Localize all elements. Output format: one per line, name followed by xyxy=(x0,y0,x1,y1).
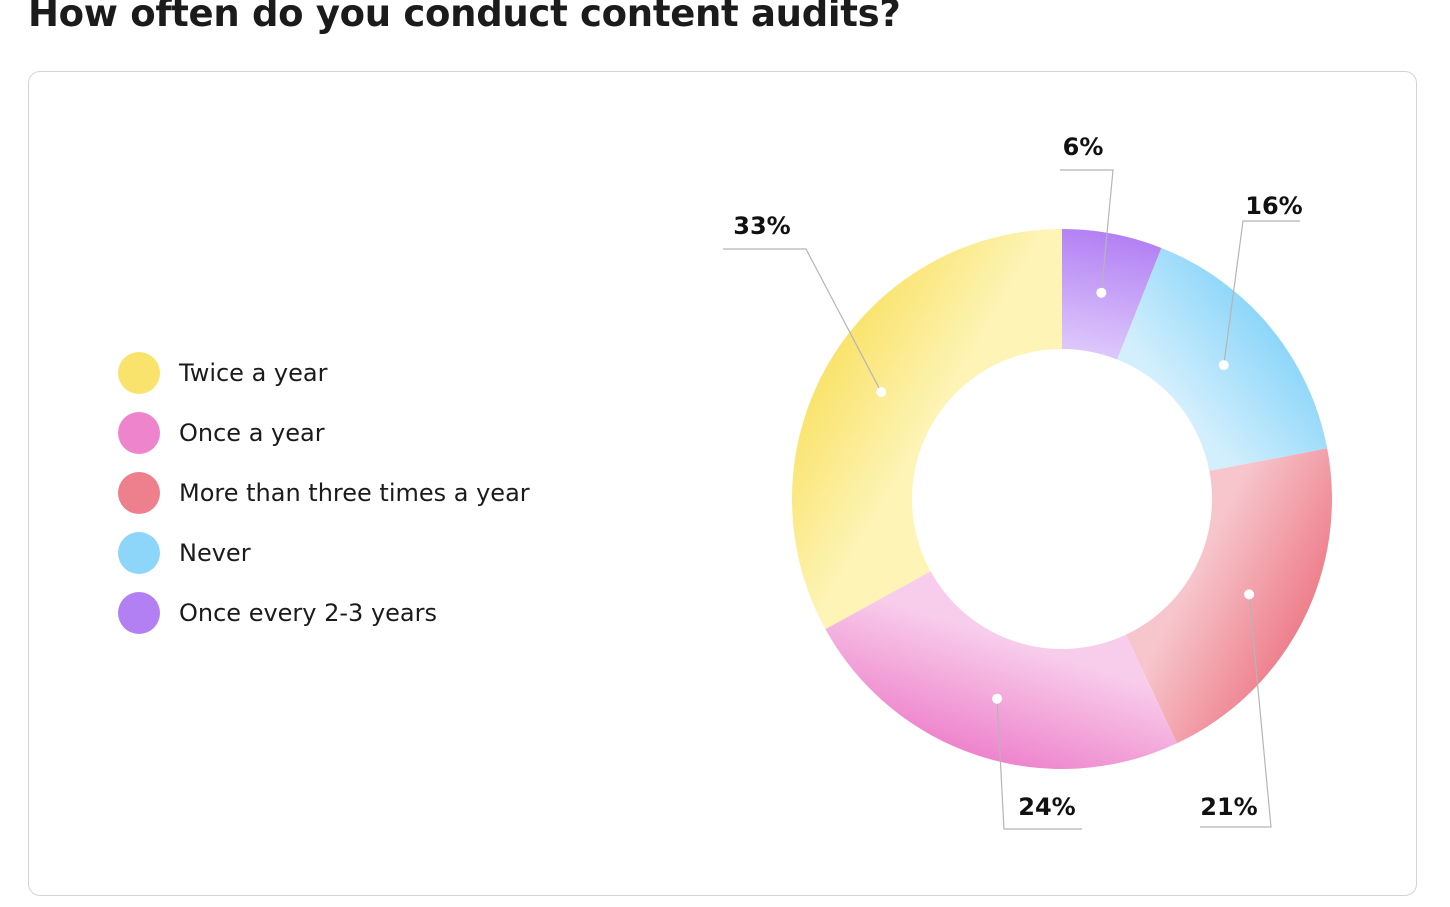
legend-swatch xyxy=(118,472,160,514)
legend-label: Twice a year xyxy=(179,359,328,387)
chart-card xyxy=(28,71,1417,896)
donut-slice-more-than-three-times-a-year xyxy=(1125,448,1332,744)
data-label: 6% xyxy=(1063,133,1104,161)
leader-lines xyxy=(723,169,1300,830)
donut-slice-never xyxy=(1117,247,1328,471)
slice-marker-dot xyxy=(1096,287,1107,298)
data-label: 21% xyxy=(1200,793,1257,821)
legend-item-twice-a-year: Twice a year xyxy=(118,352,530,394)
legend-item-never: Never xyxy=(118,532,530,574)
legend-swatch xyxy=(118,592,160,634)
chart-legend: Twice a year Once a year More than three… xyxy=(118,352,530,652)
leader-line xyxy=(1223,220,1300,366)
legend-label: Once a year xyxy=(179,419,325,447)
data-label: 24% xyxy=(1018,793,1075,821)
donut-slice-once-a-year xyxy=(825,571,1177,769)
data-labels: 6% 16% 21% 24% 33% xyxy=(733,133,1302,821)
leader-line xyxy=(1060,169,1114,293)
legend-swatch xyxy=(118,412,160,454)
legend-label: More than three times a year xyxy=(179,479,530,507)
leader-line xyxy=(996,698,1082,830)
legend-item-once-every-2-3-years: Once every 2-3 years xyxy=(118,592,530,634)
data-label: 16% xyxy=(1245,192,1302,220)
legend-swatch xyxy=(118,352,160,394)
leader-line xyxy=(723,248,882,393)
leader-line xyxy=(1200,594,1272,828)
data-label: 33% xyxy=(733,212,790,240)
legend-swatch xyxy=(118,532,160,574)
legend-item-more-than-three-times-a-year: More than three times a year xyxy=(118,472,530,514)
legend-item-once-a-year: Once a year xyxy=(118,412,530,454)
donut-slice-twice-a-year xyxy=(792,229,1062,630)
legend-label: Never xyxy=(179,539,251,567)
donut-slices xyxy=(792,229,1332,769)
slice-marker-dot xyxy=(1244,589,1255,600)
page-title: How often do you conduct content audits? xyxy=(28,0,901,35)
slice-marker-dot xyxy=(1218,360,1229,371)
slice-marker-dot xyxy=(992,693,1003,704)
donut-slice-once-every-2-3-years xyxy=(1062,229,1162,360)
legend-label: Once every 2-3 years xyxy=(179,599,437,627)
slice-marker-dot xyxy=(876,387,887,398)
